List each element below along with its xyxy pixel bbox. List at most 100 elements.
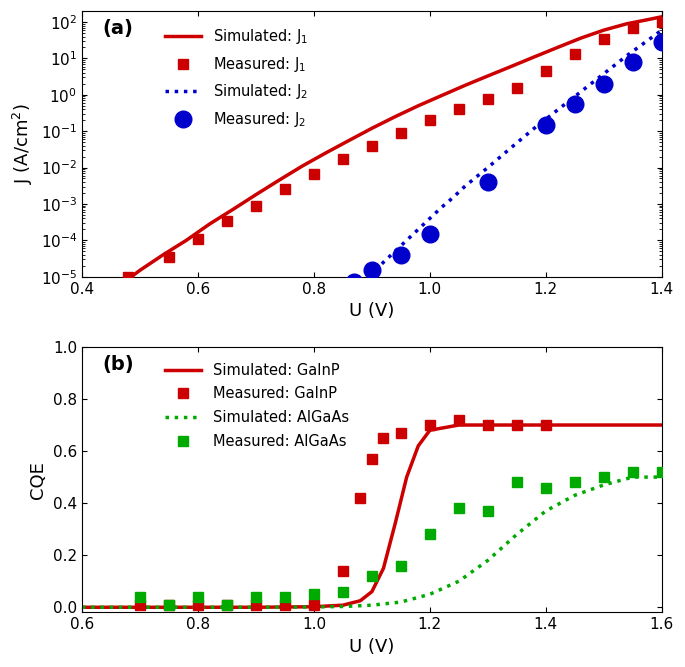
Simulated: J$_2$: (1.4, 60): J$_2$: (1.4, 60) [658, 26, 666, 34]
Measured: J$_1$: (1.1, 0.75): J$_1$: (1.1, 0.75) [484, 95, 492, 103]
Simulated: J$_1$: (0.9, 0.12): J$_1$: (0.9, 0.12) [368, 124, 376, 132]
Measured: J$_2$: (0.87, 7e-06): J$_2$: (0.87, 7e-06) [351, 278, 359, 286]
Simulated: J$_2$: (0.96, 0.0001): J$_2$: (0.96, 0.0001) [403, 236, 411, 244]
Measured: AlGaAs: (1.45, 0.48): AlGaAs: (1.45, 0.48) [571, 478, 579, 486]
Measured: J$_2$: (0.9, 1.5e-05): J$_2$: (0.9, 1.5e-05) [368, 266, 376, 274]
Measured: J$_1$: (0.7, 0.0009): J$_1$: (0.7, 0.0009) [252, 201, 260, 209]
Simulated: J$_2$: (0.86, 3e-06): J$_2$: (0.86, 3e-06) [345, 291, 353, 299]
Measured: AlGaAs: (0.9, 0.04): AlGaAs: (0.9, 0.04) [252, 593, 260, 601]
Simulated: AlGaAs: (1.55, 0.5): AlGaAs: (1.55, 0.5) [629, 473, 637, 481]
Simulated: AlGaAs: (1.45, 0.43): AlGaAs: (1.45, 0.43) [571, 492, 579, 500]
Simulated: J$_2$: (1.14, 0.035): J$_2$: (1.14, 0.035) [507, 144, 515, 152]
Measured: AlGaAs: (1.1, 0.12): AlGaAs: (1.1, 0.12) [368, 572, 376, 580]
Simulated: GaInP: (1.12, 0.15): GaInP: (1.12, 0.15) [379, 564, 388, 572]
Measured: GaInP: (1.25, 0.72): GaInP: (1.25, 0.72) [455, 416, 463, 424]
Simulated: AlGaAs: (1.1, 0.008): AlGaAs: (1.1, 0.008) [368, 601, 376, 609]
Simulated: GaInP: (1.18, 0.62): GaInP: (1.18, 0.62) [414, 442, 423, 450]
Simulated: J$_2$: (1.08, 0.0055): J$_2$: (1.08, 0.0055) [472, 173, 480, 181]
Measured: J$_2$: (1.25, 0.55): J$_2$: (1.25, 0.55) [571, 100, 579, 108]
Simulated: AlGaAs: (0.9, 0): AlGaAs: (0.9, 0) [252, 603, 260, 611]
Simulated: J$_1$: (0.86, 0.055): J$_1$: (0.86, 0.055) [345, 137, 353, 145]
Measured: AlGaAs: (1.6, 0.52): AlGaAs: (1.6, 0.52) [658, 468, 666, 476]
Simulated: AlGaAs: (0.7, 0): AlGaAs: (0.7, 0) [136, 603, 144, 611]
Simulated: J$_2$: (1.18, 0.12): J$_2$: (1.18, 0.12) [530, 124, 538, 132]
Simulated: J$_1$: (0.74, 0.0045): J$_1$: (0.74, 0.0045) [275, 176, 283, 184]
Measured: J$_1$: (1.3, 35): J$_1$: (1.3, 35) [599, 35, 608, 43]
Simulated: AlGaAs: (1.35, 0.28): AlGaAs: (1.35, 0.28) [512, 530, 521, 538]
Measured: AlGaAs: (0.75, 0.01): AlGaAs: (0.75, 0.01) [165, 601, 173, 609]
Line: Simulated: AlGaAs: Simulated: AlGaAs [82, 477, 662, 607]
Measured: AlGaAs: (0.8, 0.04): AlGaAs: (0.8, 0.04) [194, 593, 202, 601]
Simulated: J$_2$: (1.3, 3.8): J$_2$: (1.3, 3.8) [599, 70, 608, 78]
Simulated: J$_2$: (1.38, 35): J$_2$: (1.38, 35) [646, 35, 654, 43]
Measured: GaInP: (0.9, 0.01): GaInP: (0.9, 0.01) [252, 601, 260, 609]
Measured: AlGaAs: (1.55, 0.52): AlGaAs: (1.55, 0.52) [629, 468, 637, 476]
Line: Measured: GaInP: Measured: GaInP [135, 415, 551, 610]
Simulated: GaInP: (1.4, 0.7): GaInP: (1.4, 0.7) [542, 421, 550, 429]
Measured: J$_1$: (0.8, 0.0065): J$_1$: (0.8, 0.0065) [310, 170, 318, 178]
Line: Measured: J$_2$: Measured: J$_2$ [346, 34, 670, 291]
Simulated: J$_1$: (0.82, 0.025): J$_1$: (0.82, 0.025) [321, 149, 329, 157]
Measured: J$_1$: (1.25, 13): J$_1$: (1.25, 13) [571, 50, 579, 58]
Measured: J$_2$: (1.2, 0.15): J$_2$: (1.2, 0.15) [542, 121, 550, 129]
Simulated: J$_2$: (1.06, 0.003): J$_2$: (1.06, 0.003) [460, 183, 469, 191]
Measured: GaInP: (0.95, 0.01): GaInP: (0.95, 0.01) [281, 601, 289, 609]
Simulated: J$_2$: (1.22, 0.38): J$_2$: (1.22, 0.38) [553, 106, 562, 114]
Measured: GaInP: (1.3, 0.7): GaInP: (1.3, 0.7) [484, 421, 492, 429]
Simulated: GaInP: (1.08, 0.025): GaInP: (1.08, 0.025) [356, 597, 364, 605]
Simulated: GaInP: (1.14, 0.32): GaInP: (1.14, 0.32) [391, 520, 399, 528]
Simulated: AlGaAs: (1, 0.001): AlGaAs: (1, 0.001) [310, 603, 318, 611]
Line: Measured: AlGaAs: Measured: AlGaAs [135, 467, 667, 610]
Measured: GaInP: (1.12, 0.65): GaInP: (1.12, 0.65) [379, 434, 388, 442]
Simulated: J$_1$: (0.58, 0.0001): J$_1$: (0.58, 0.0001) [182, 236, 190, 244]
X-axis label: U (V): U (V) [349, 638, 395, 656]
Simulated: J$_2$: (0.92, 2.5e-05): J$_2$: (0.92, 2.5e-05) [379, 258, 388, 266]
Measured: AlGaAs: (1.05, 0.06): AlGaAs: (1.05, 0.06) [339, 588, 347, 596]
Simulated: J$_2$: (1.34, 12): J$_2$: (1.34, 12) [623, 51, 631, 59]
Simulated: AlGaAs: (1.2, 0.05): AlGaAs: (1.2, 0.05) [426, 590, 434, 598]
Simulated: GaInP: (1.16, 0.5): GaInP: (1.16, 0.5) [403, 473, 411, 481]
Text: (b): (b) [102, 355, 134, 374]
Measured: GaInP: (1.15, 0.67): GaInP: (1.15, 0.67) [397, 429, 405, 437]
Measured: AlGaAs: (1.25, 0.38): AlGaAs: (1.25, 0.38) [455, 504, 463, 512]
Simulated: J$_2$: (1, 0.0004): J$_2$: (1, 0.0004) [426, 214, 434, 222]
Measured: AlGaAs: (1.35, 0.48): AlGaAs: (1.35, 0.48) [512, 478, 521, 486]
Measured: GaInP: (1.05, 0.14): GaInP: (1.05, 0.14) [339, 567, 347, 575]
Line: Simulated: J$_1$: Simulated: J$_1$ [99, 17, 662, 302]
Measured: GaInP: (0.8, 0.01): GaInP: (0.8, 0.01) [194, 601, 202, 609]
Simulated: GaInP: (1.3, 0.7): GaInP: (1.3, 0.7) [484, 421, 492, 429]
Simulated: J$_2$: (1.26, 1.2): J$_2$: (1.26, 1.2) [577, 88, 585, 96]
Measured: J$_1$: (1.35, 70): J$_1$: (1.35, 70) [629, 24, 637, 32]
Simulated: J$_2$: (1.04, 0.0015): J$_2$: (1.04, 0.0015) [449, 193, 457, 201]
Simulated: AlGaAs: (1.25, 0.1): AlGaAs: (1.25, 0.1) [455, 577, 463, 585]
Simulated: J$_1$: (1.14, 6): J$_1$: (1.14, 6) [507, 63, 515, 71]
Simulated: GaInP: (1.6, 0.7): GaInP: (1.6, 0.7) [658, 421, 666, 429]
Measured: J$_2$: (1, 0.00015): J$_2$: (1, 0.00015) [426, 230, 434, 238]
Line: Simulated: J$_2$: Simulated: J$_2$ [349, 30, 662, 295]
Simulated: J$_1$: (1.4, 140): J$_1$: (1.4, 140) [658, 13, 666, 21]
Simulated: AlGaAs: (1.15, 0.02): AlGaAs: (1.15, 0.02) [397, 598, 405, 606]
Simulated: J$_2$: (1.02, 0.0008): J$_2$: (1.02, 0.0008) [437, 203, 445, 211]
Measured: GaInP: (0.85, 0.01): GaInP: (0.85, 0.01) [223, 601, 231, 609]
Simulated: J$_1$: (0.43, 2e-06): J$_1$: (0.43, 2e-06) [95, 298, 103, 306]
Simulated: J$_1$: (0.5, 1.5e-05): J$_1$: (0.5, 1.5e-05) [136, 266, 144, 274]
Simulated: GaInP: (0.6, 0): GaInP: (0.6, 0) [78, 603, 86, 611]
Measured: J$_2$: (1.1, 0.004): J$_2$: (1.1, 0.004) [484, 178, 492, 186]
Measured: J$_1$: (0.85, 0.017): J$_1$: (0.85, 0.017) [339, 155, 347, 163]
Simulated: GaInP: (1.05, 0.008): GaInP: (1.05, 0.008) [339, 601, 347, 609]
Measured: J$_1$: (1.2, 4.5): J$_1$: (1.2, 4.5) [542, 67, 550, 75]
Simulated: J$_2$: (1.1, 0.01): J$_2$: (1.1, 0.01) [484, 163, 492, 171]
Measured: AlGaAs: (1, 0.05): AlGaAs: (1, 0.05) [310, 590, 318, 598]
Measured: AlGaAs: (0.95, 0.04): AlGaAs: (0.95, 0.04) [281, 593, 289, 601]
Simulated: J$_1$: (1.18, 11): J$_1$: (1.18, 11) [530, 53, 538, 61]
Simulated: J$_1$: (0.78, 0.011): J$_1$: (0.78, 0.011) [298, 162, 306, 170]
Measured: GaInP: (0.75, 0.01): GaInP: (0.75, 0.01) [165, 601, 173, 609]
Measured: J$_2$: (1.35, 8): J$_2$: (1.35, 8) [629, 58, 637, 66]
Simulated: J$_1$: (0.7, 0.0018): J$_1$: (0.7, 0.0018) [252, 191, 260, 199]
Measured: GaInP: (1.1, 0.57): GaInP: (1.1, 0.57) [368, 455, 376, 463]
X-axis label: U (V): U (V) [349, 302, 395, 320]
Simulated: AlGaAs: (1.05, 0.003): AlGaAs: (1.05, 0.003) [339, 602, 347, 610]
Simulated: J$_1$: (1.02, 0.95): J$_1$: (1.02, 0.95) [437, 91, 445, 99]
Simulated: J$_2$: (0.98, 0.0002): J$_2$: (0.98, 0.0002) [414, 225, 423, 233]
Simulated: GaInP: (1.35, 0.7): GaInP: (1.35, 0.7) [512, 421, 521, 429]
